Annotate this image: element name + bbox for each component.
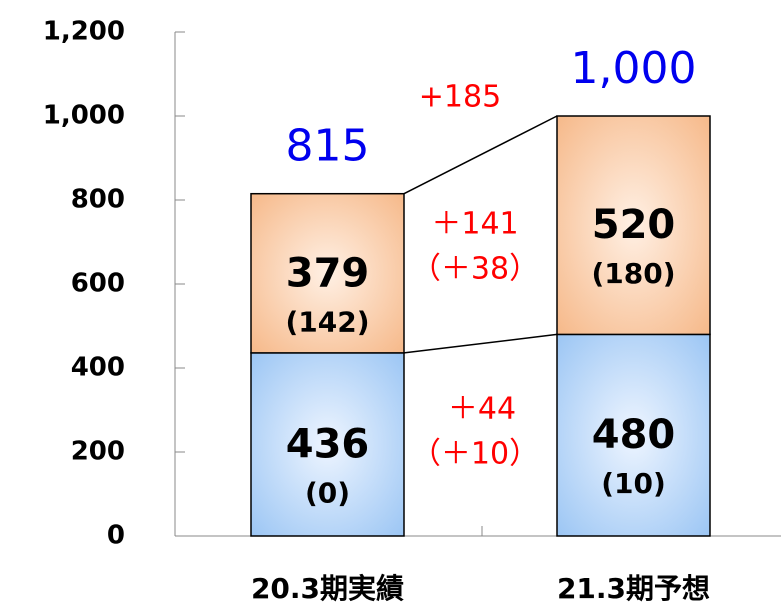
sub-label: (0) bbox=[305, 476, 350, 509]
total-label: 1,000 bbox=[571, 43, 697, 94]
value-label: 436 bbox=[286, 421, 370, 467]
connector bbox=[403, 115, 558, 195]
value-label: 379 bbox=[286, 250, 370, 296]
bar-segment bbox=[556, 333, 711, 537]
bar-segment bbox=[250, 192, 405, 354]
y-tick-label: 800 bbox=[71, 185, 125, 215]
connector bbox=[403, 333, 558, 354]
total-label: 815 bbox=[286, 121, 370, 172]
x-tick-label: 21.3期予想 bbox=[557, 572, 710, 605]
y-tick-label: 600 bbox=[71, 269, 125, 299]
sub-label: (180) bbox=[591, 257, 675, 290]
y-tick-label: 200 bbox=[71, 437, 125, 467]
y-tick-label: 1,000 bbox=[43, 101, 125, 131]
bar-segment bbox=[556, 115, 711, 336]
sub-label: (142) bbox=[285, 305, 369, 338]
y-tick-label: 1,200 bbox=[43, 17, 125, 47]
annotation: +185 bbox=[419, 80, 501, 115]
sub-label: (10) bbox=[601, 467, 666, 500]
y-tick-label: 0 bbox=[107, 521, 125, 551]
value-label: 480 bbox=[592, 412, 676, 458]
annotation: （＋38） bbox=[411, 252, 539, 287]
y-tick-label: 400 bbox=[71, 353, 125, 383]
x-tick-label: 20.3期実績 bbox=[251, 572, 404, 605]
annotation: ＋44 bbox=[448, 392, 516, 427]
annotation: ＋141 bbox=[431, 207, 518, 242]
value-label: 520 bbox=[592, 202, 676, 248]
annotation: （＋10） bbox=[411, 437, 539, 472]
